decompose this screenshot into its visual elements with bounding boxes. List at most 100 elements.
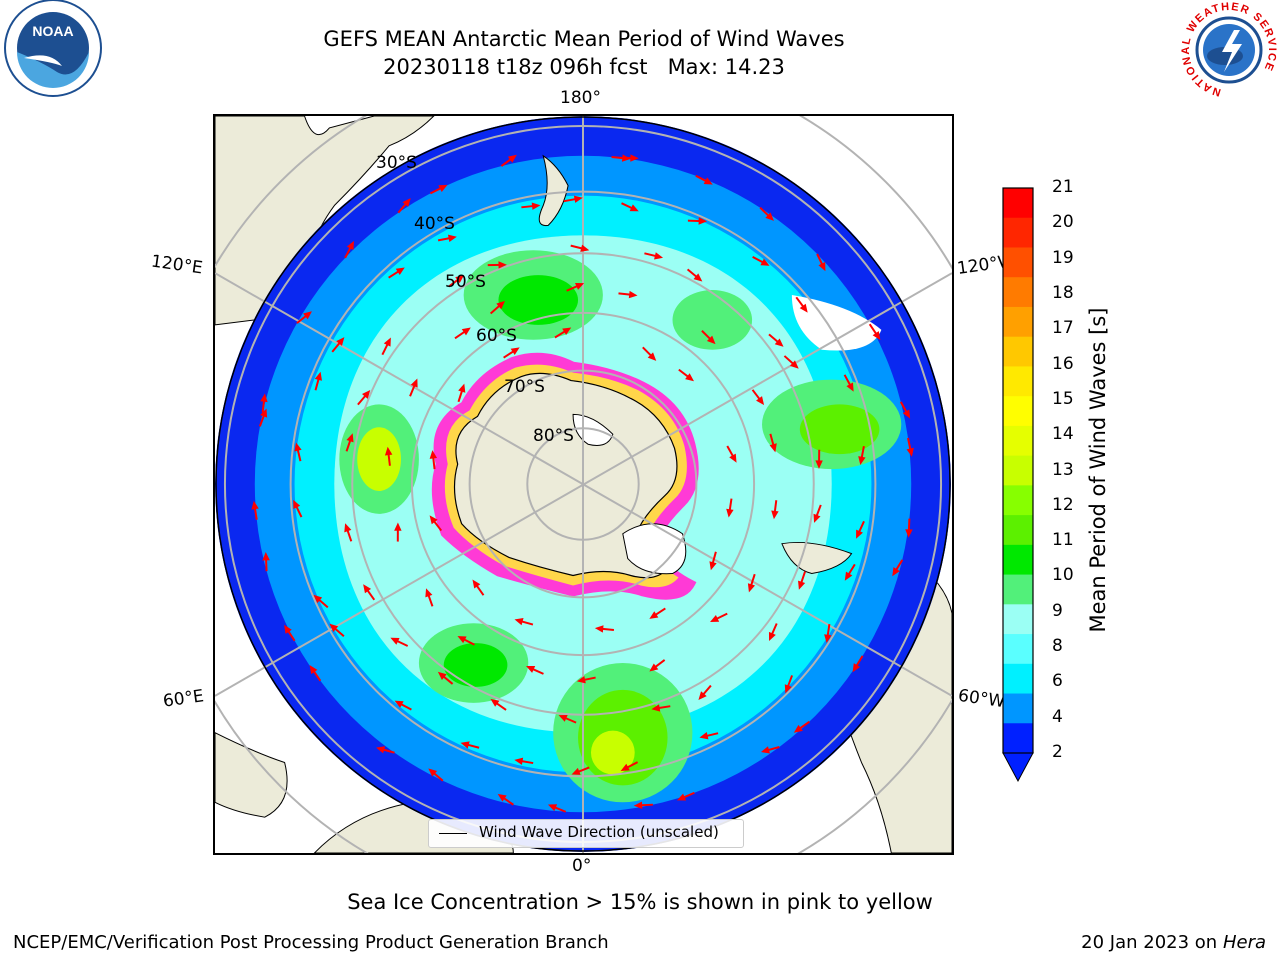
wind-wave-arrow-head <box>649 663 659 672</box>
colorbar-band <box>1003 247 1033 278</box>
wind-wave-arrow-head <box>395 267 405 276</box>
wind-wave-arrow-head <box>383 337 391 347</box>
wind-wave-arrow-head <box>630 154 639 162</box>
wind-wave-arrow-head <box>429 515 438 525</box>
wind-wave-arrow-head <box>594 625 604 633</box>
wind-wave-arrow-head <box>496 300 506 310</box>
colorbar-band <box>1003 336 1033 367</box>
missing-data-patch <box>791 295 882 351</box>
wind-wave-arrow-head <box>575 283 585 290</box>
wind-wave-arrow-head <box>294 442 302 452</box>
wind-wave-arrow-head <box>314 371 322 381</box>
wind-wave-arrow-head <box>824 634 832 644</box>
wind-wave-arrow-head <box>699 732 709 740</box>
wind-wave-arrow-head <box>303 311 312 320</box>
colorbar-tick-label: 15 <box>1052 388 1074 409</box>
noaa-logo: NOAA <box>4 0 102 97</box>
colorbar-band <box>1003 723 1033 754</box>
colorbar-tick-label: 18 <box>1052 282 1074 303</box>
chart-subtitle: 20230118 t18z 096h fcst Max: 14.23 <box>383 55 785 79</box>
colorbar-tick-label: 12 <box>1052 494 1074 515</box>
wind-wave-arrow-head <box>647 352 657 361</box>
wind-wave-arrow-head <box>852 663 861 673</box>
wind-wave-arrow-head <box>461 327 471 336</box>
colorbar-band <box>1003 544 1033 576</box>
colorbar-extend-min <box>1002 752 1034 783</box>
wind-wave-arrow-head <box>510 347 520 356</box>
wave-patch-2-core <box>799 404 880 455</box>
colorbar-band <box>1003 634 1033 665</box>
lon-label-60w: 60°W <box>956 685 1007 713</box>
wind-wave-arrow-head <box>872 331 881 341</box>
wind-wave-arrow-head <box>790 360 799 369</box>
wind-wave-arrow-head <box>498 261 507 269</box>
wind-wave-arrow-head <box>756 396 765 406</box>
wind-wave-arrow-head <box>309 665 318 675</box>
wind-wave-arrow-head <box>390 637 400 645</box>
wind-wave-arrows <box>251 154 914 813</box>
colorbar-band <box>1003 425 1033 457</box>
colorbar-band <box>1003 485 1033 516</box>
colorbar-band <box>1003 604 1033 635</box>
legend-line-sample <box>439 833 467 834</box>
lat-label-30s: 30°S <box>376 153 417 173</box>
wind-wave-arrow-head <box>526 666 536 673</box>
colorbar-tick-label: 21 <box>1052 177 1074 197</box>
wind-wave-arrow-head <box>685 373 695 382</box>
wind-wave-arrow-head <box>769 443 777 453</box>
colorbar-tick-label: 8 <box>1052 636 1063 657</box>
wind-wave-arrow-head <box>693 273 703 282</box>
noaa-logo-text: NOAA <box>32 23 73 39</box>
wind-wave-arrow-head <box>514 757 524 765</box>
wind-wave-arrow-head <box>284 624 292 634</box>
wind-wave-arrow-head <box>813 513 821 523</box>
wind-wave-arrow-head <box>514 618 524 626</box>
polar-map <box>215 116 952 853</box>
wind-wave-arrow-head <box>425 588 433 598</box>
wind-wave-arrow-head <box>455 275 465 284</box>
wind-wave-arrow-head <box>706 335 716 345</box>
wind-wave-arrow-head <box>447 234 457 242</box>
wind-wave-arrow-head <box>438 184 448 192</box>
wind-wave-arrow-head <box>410 378 418 388</box>
wave-patch-6 <box>672 290 753 350</box>
colorbar-band <box>1003 574 1033 605</box>
wind-wave-arrow-head <box>906 447 914 457</box>
wind-wave-arrow-head <box>429 450 438 459</box>
wind-wave-arrow-head <box>760 746 770 754</box>
wind-wave-arrow-head <box>497 793 507 802</box>
colorbar-band <box>1003 455 1033 486</box>
wind-wave-arrow-head <box>905 529 913 538</box>
legend-label: Wind Wave Direction (unscaled) <box>479 823 719 841</box>
date-host: Hera <box>1222 932 1266 953</box>
colorbar-tick-label: 19 <box>1052 247 1074 268</box>
wind-wave-arrow-head <box>760 258 770 266</box>
colorbar-tick-label: 6 <box>1052 671 1063 692</box>
wind-wave-arrow-head <box>437 671 447 680</box>
wind-wave-arrow-head <box>336 337 345 346</box>
wind-wave-arrow-head <box>329 623 339 632</box>
wind-wave-arrow-head <box>362 390 371 399</box>
wind-wave-arrow-head <box>765 212 774 221</box>
wind-wave-arrow-head <box>428 768 438 777</box>
wind-wave-arrow-head <box>768 631 776 641</box>
colorbar-tick-label: 13 <box>1052 459 1074 480</box>
lat-label-80s: 80°S <box>533 426 574 446</box>
colorbar-band <box>1003 663 1033 695</box>
lon-label-0: 0° <box>572 856 592 876</box>
wind-wave-arrow-head <box>507 154 517 163</box>
wind-wave-arrow-head <box>798 580 806 590</box>
lat-label-70s: 70°S <box>504 377 545 397</box>
wind-wave-arrow-head <box>402 198 411 207</box>
wind-wave-arrow-head <box>856 529 863 539</box>
colorbar-tick-label: 9 <box>1052 600 1063 621</box>
wind-wave-arrow-head <box>394 700 404 708</box>
colorbar-band <box>1003 515 1033 546</box>
wind-wave-arrow-head <box>902 409 911 419</box>
lon-label-180: 180° <box>560 88 601 108</box>
wind-wave-arrow-head <box>580 244 590 252</box>
colorbar-tick-label: 2 <box>1052 742 1063 762</box>
wave-patch-5-peak <box>590 730 635 775</box>
wind-wave-arrow-head <box>633 801 643 809</box>
colorbar-tick-label: 11 <box>1052 530 1074 551</box>
